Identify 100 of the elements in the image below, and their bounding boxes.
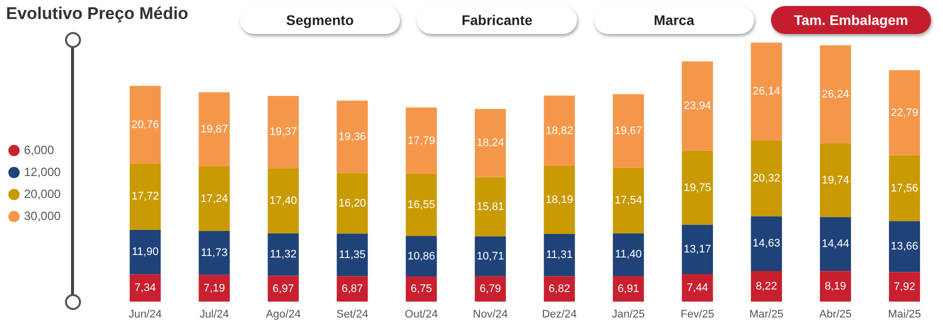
bar bbox=[406, 174, 437, 236]
bar bbox=[888, 272, 920, 302]
data-label: 17,40 bbox=[270, 194, 298, 207]
text: Segmento bbox=[240, 6, 400, 34]
bar bbox=[130, 164, 161, 230]
data-label: 19,37 bbox=[270, 126, 298, 138]
data-label: 11,35 bbox=[338, 248, 366, 261]
bar bbox=[750, 216, 782, 272]
data-label: 23,94 bbox=[684, 100, 712, 112]
data-label: 17,54 bbox=[614, 194, 642, 207]
data-label: 17,79 bbox=[408, 134, 436, 147]
data-label: 11,90 bbox=[132, 246, 159, 258]
data-label: 11,73 bbox=[200, 247, 228, 260]
bar bbox=[612, 233, 644, 276]
x-tick-label: Ago/24 bbox=[266, 308, 301, 320]
bar bbox=[336, 173, 368, 234]
data-label: 6,87 bbox=[342, 282, 363, 295]
bar bbox=[682, 274, 713, 302]
data-label: 13,66 bbox=[890, 240, 918, 253]
x-tick-label: Jun/24 bbox=[128, 308, 162, 320]
bar bbox=[612, 168, 644, 234]
bar bbox=[612, 94, 644, 168]
bar bbox=[682, 61, 713, 151]
bar bbox=[750, 42, 782, 140]
data-label: 7,34 bbox=[134, 282, 156, 294]
x-tick-label: Set/24 bbox=[336, 308, 368, 320]
bar bbox=[336, 100, 368, 174]
data-label: 8,19 bbox=[824, 280, 846, 293]
data-label: 26,24 bbox=[822, 88, 850, 100]
data-label: 11,40 bbox=[615, 248, 642, 261]
data-label: 14,63 bbox=[752, 238, 780, 250]
bar bbox=[406, 236, 437, 277]
bar bbox=[268, 233, 299, 276]
data-label: 16,55 bbox=[408, 199, 436, 212]
data-label: 7,19 bbox=[204, 282, 225, 294]
x-tick-label: Dez/24 bbox=[542, 308, 577, 320]
bar bbox=[130, 274, 161, 302]
data-label: 15,81 bbox=[476, 200, 504, 213]
data-label: 19,75 bbox=[684, 182, 712, 194]
bar bbox=[130, 230, 161, 274]
x-tick-label: Jul/24 bbox=[200, 308, 229, 320]
bar bbox=[682, 224, 713, 274]
text: Marca bbox=[594, 6, 754, 34]
data-label: 7,92 bbox=[894, 281, 916, 294]
legend-label: 30,000 bbox=[24, 208, 62, 223]
data-label: 16,20 bbox=[338, 197, 366, 210]
data-label: 19,36 bbox=[338, 130, 366, 143]
data-label: 17,24 bbox=[200, 192, 228, 205]
data-label: 6,79 bbox=[480, 283, 502, 296]
legend-label: 6,000 bbox=[24, 142, 54, 157]
bar bbox=[544, 166, 575, 234]
data-label: 19,87 bbox=[200, 123, 228, 136]
legend-label: 12,000 bbox=[24, 164, 62, 179]
bar bbox=[820, 271, 851, 302]
bar bbox=[888, 70, 920, 156]
data-label: 13,17 bbox=[684, 243, 712, 256]
bar bbox=[130, 86, 161, 164]
data-label: 14,44 bbox=[822, 238, 850, 250]
x-tick-label: Fev/25 bbox=[680, 308, 714, 320]
bar bbox=[198, 166, 230, 232]
legend-label: 20,000 bbox=[24, 186, 62, 201]
bar bbox=[198, 92, 230, 167]
bar bbox=[474, 236, 506, 276]
data-label: 11,31 bbox=[546, 249, 573, 262]
data-label: 19,67 bbox=[614, 124, 642, 137]
x-tick-label: Jan/25 bbox=[612, 308, 645, 320]
bar bbox=[820, 45, 851, 144]
data-label: 6,75 bbox=[410, 283, 432, 296]
data-label: 22,79 bbox=[890, 106, 918, 119]
bar bbox=[820, 217, 851, 272]
bar bbox=[750, 140, 782, 216]
bar bbox=[682, 150, 713, 225]
bar bbox=[750, 271, 782, 302]
data-label: 17,72 bbox=[131, 190, 159, 203]
data-label: 8,22 bbox=[756, 280, 778, 292]
chart-title: Evolutivo Preço Médio bbox=[6, 4, 188, 24]
bar bbox=[544, 234, 575, 276]
data-label: 6,97 bbox=[272, 282, 294, 295]
data-label: 10,71 bbox=[476, 250, 504, 262]
bar bbox=[198, 274, 230, 302]
bar bbox=[888, 155, 920, 222]
x-tick-label: Out/24 bbox=[404, 308, 438, 320]
data-label: 20,76 bbox=[131, 118, 159, 131]
bar bbox=[268, 96, 299, 168]
x-tick-label: Nov/24 bbox=[472, 308, 508, 320]
data-label: 10,86 bbox=[408, 250, 436, 262]
text: Tam. Embalagem bbox=[771, 6, 931, 34]
bar bbox=[406, 108, 437, 174]
bar bbox=[268, 168, 299, 234]
bar bbox=[474, 109, 506, 178]
data-label: 19,74 bbox=[822, 174, 850, 186]
bar bbox=[198, 231, 230, 275]
data-label: 6,82 bbox=[548, 283, 570, 296]
bar bbox=[544, 96, 575, 166]
data-label: 26,14 bbox=[752, 85, 780, 98]
data-label: 7,44 bbox=[686, 282, 708, 294]
x-tick-label: Mar/25 bbox=[749, 308, 784, 320]
bar bbox=[888, 221, 920, 272]
data-label: 20,32 bbox=[752, 172, 780, 184]
text: Fabricante bbox=[417, 6, 577, 34]
